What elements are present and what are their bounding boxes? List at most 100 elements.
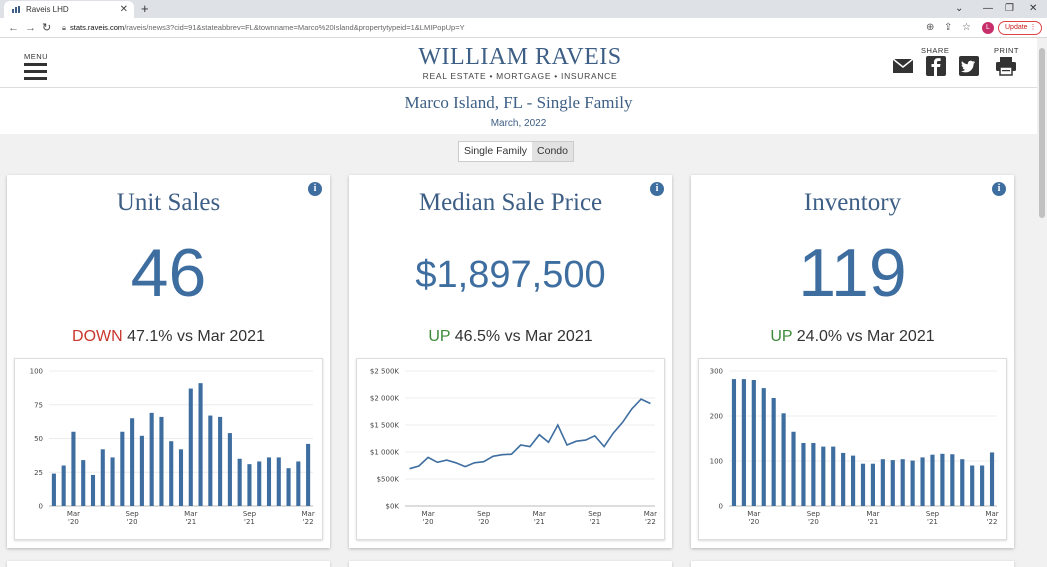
restore-icon[interactable]: ❐ — [1005, 3, 1014, 14]
reload-icon[interactable]: ↻ — [42, 22, 52, 34]
x-tick-label: '21 — [534, 518, 545, 526]
x-tick-label: '20 — [748, 518, 759, 526]
profile-avatar[interactable]: L — [982, 22, 994, 34]
bookmark-star-icon[interactable]: ☆ — [962, 22, 971, 33]
scrollbar-thumb[interactable] — [1039, 48, 1045, 218]
bar — [811, 443, 816, 506]
bar — [801, 443, 806, 506]
tab-search-icon[interactable]: ⌄ — [955, 3, 964, 14]
y-tick-label: 0 — [39, 503, 43, 511]
bar — [950, 454, 955, 506]
x-tick-label: Mar — [866, 510, 879, 518]
address-bar: ← → ↻ 🔒︎ stats.raveis.com/raveis/news3?ci… — [0, 18, 1047, 38]
x-tick-label: Mar — [533, 510, 546, 518]
page-date: March, 2022 — [490, 118, 547, 129]
card-title: Unit Sales — [116, 189, 221, 216]
page-scrollbar[interactable] — [1037, 38, 1047, 567]
card-value: 119 — [798, 235, 907, 311]
bar — [751, 380, 756, 506]
bar — [791, 431, 796, 506]
x-tick-label: Mar — [302, 510, 315, 518]
x-tick-label: '22 — [645, 518, 656, 526]
logo-tagline: REAL ESTATE • MORTGAGE • INSURANCE — [422, 71, 618, 81]
x-tick-label: Mar — [644, 510, 657, 518]
next-row-card — [349, 561, 672, 567]
y-tick-label: $2 500K — [370, 368, 399, 376]
close-tab-icon[interactable]: ✕ — [119, 4, 128, 15]
browser-tab[interactable]: Raveis LHD ✕ — [4, 1, 134, 18]
bar — [100, 449, 105, 506]
menu-button[interactable]: MENU — [24, 52, 50, 84]
x-tick-label: '21 — [868, 518, 879, 526]
bar — [781, 413, 786, 506]
change-text: 47.1% vs Mar 2021 — [127, 328, 265, 345]
y-tick-label: 0 — [719, 503, 723, 511]
bar — [761, 388, 766, 506]
bar — [208, 415, 213, 506]
info-icon[interactable]: i — [992, 182, 1006, 196]
bar — [237, 458, 242, 506]
bar — [51, 473, 56, 506]
x-tick-label: Mar — [985, 510, 998, 518]
bar — [159, 416, 164, 506]
x-tick-label: Sep — [477, 510, 491, 518]
x-tick-label: '21 — [927, 518, 938, 526]
url-field[interactable]: 🔒︎ stats.raveis.com/raveis/news3?cid=91&s… — [62, 23, 465, 32]
share-page-icon[interactable]: ⇪ — [944, 22, 953, 33]
toggle-condo[interactable]: Condo — [532, 142, 573, 161]
x-tick-label: Mar — [422, 510, 435, 518]
x-tick-label: Mar — [67, 510, 80, 518]
email-icon[interactable] — [892, 56, 914, 76]
y-tick-label: 200 — [710, 413, 723, 421]
site-header: MENU WILLIAM RAVEIS REAL ESTATE • MORTGA… — [0, 38, 1037, 88]
bar — [227, 433, 232, 506]
logo[interactable]: WILLIAM RAVEIS REAL ESTATE • MORTGAGE • … — [400, 44, 640, 81]
y-tick-label: 300 — [710, 368, 723, 376]
x-tick-label: Sep — [243, 510, 257, 518]
bar — [989, 452, 995, 506]
next-row-card — [7, 561, 330, 567]
y-tick-label: 50 — [34, 435, 43, 443]
twitter-icon[interactable] — [958, 56, 980, 76]
bar — [71, 431, 76, 506]
card-change: UP 24.0% vs Mar 2021 — [691, 328, 1014, 346]
unit-sales-chart: 0 25 50 75 100 Mar '20 Sep '20 Mar '21 Sep '21 Mar '22 — [14, 358, 323, 540]
window-close-icon[interactable]: ✕ — [1029, 3, 1038, 14]
bar — [831, 446, 836, 506]
bar — [980, 465, 985, 506]
page-title: Marco Island, FL - Single Family — [404, 93, 633, 112]
x-tick-label: '20 — [127, 518, 138, 526]
card-change: UP 46.5% vs Mar 2021 — [349, 328, 672, 346]
update-button[interactable]: Update ⋮ — [998, 21, 1042, 35]
zoom-icon[interactable]: ⊕ — [926, 22, 935, 33]
change-direction: DOWN — [72, 328, 123, 345]
info-icon[interactable]: i — [308, 182, 322, 196]
bar — [920, 457, 925, 506]
new-tab-button[interactable]: + — [141, 1, 149, 16]
print-label: PRINT — [994, 46, 1019, 55]
forward-icon[interactable]: → — [25, 22, 36, 34]
median-price-card: i Median Sale Price $1,897,500 UP 46.5% … — [349, 175, 672, 548]
bar — [178, 449, 184, 506]
x-tick-label: Sep — [588, 510, 602, 518]
printer-icon[interactable] — [995, 56, 1017, 76]
x-tick-label: '21 — [244, 518, 255, 526]
bar — [130, 418, 135, 506]
bar — [296, 461, 301, 506]
toggle-single-family[interactable]: Single Family — [459, 142, 533, 161]
bar — [169, 441, 174, 506]
back-icon[interactable]: ← — [8, 22, 19, 34]
facebook-icon[interactable] — [925, 56, 947, 76]
bar — [860, 463, 866, 506]
info-icon[interactable]: i — [650, 182, 664, 196]
change-direction: UP — [770, 328, 793, 345]
minimize-icon[interactable]: — — [983, 3, 993, 14]
y-tick-label: $500K — [377, 476, 400, 484]
card-title: Inventory — [803, 189, 902, 216]
logo-name: WILLIAM RAVEIS — [418, 44, 622, 70]
bar — [218, 416, 223, 506]
bar — [960, 459, 965, 506]
bar — [841, 452, 846, 506]
